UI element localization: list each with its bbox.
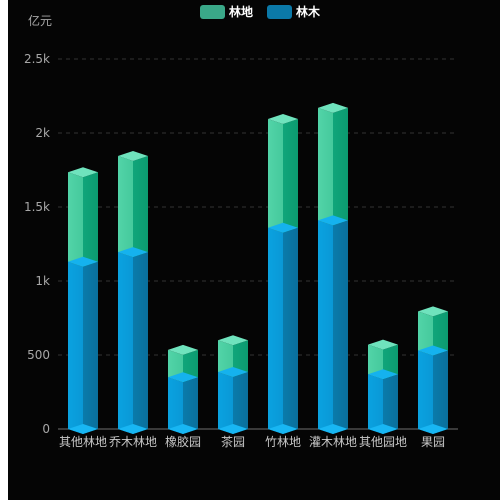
chart-plot-area: 0 500 1k 1.5k 2k 2.5k 其他林地 乔木林地 橡胶园 茶园 竹林地 灌木林地 其他园地…: [24, 52, 458, 449]
x-category-label: 灌木林地: [309, 435, 357, 449]
bar-segment-forest-land: [68, 172, 98, 267]
bar-top-cap: [168, 344, 198, 355]
bar-segment-trees: [168, 377, 198, 434]
legend-swatch-forest-land: [200, 4, 225, 19]
bar-segment-forest-land: [418, 311, 448, 356]
bar-top-cap: [318, 102, 348, 113]
bar-bottom-cap: [418, 424, 448, 434]
bar-bottom-cap: [318, 424, 348, 434]
bar-segment-forest-land: [268, 118, 298, 233]
chart-panel: 亿元 林地 林木 0 500 1k 1.5k 2k 2.5k 其他林地 乔木林地 橡胶园 茶园 竹林…: [8, 0, 500, 500]
x-category-label: 其他林地: [59, 435, 107, 449]
bar-segment-trees: [68, 261, 98, 434]
bar-junction-cap: [418, 345, 448, 356]
legend-item-forest-land[interactable]: 林地: [200, 3, 253, 20]
bar-junction-cap: [368, 369, 398, 380]
bar-junction-cap: [318, 215, 348, 226]
bar-segment-trees: [268, 227, 298, 434]
x-category-label: 其他园地: [359, 435, 407, 449]
bar-segment-trees: [218, 372, 248, 434]
bar-junction-cap: [218, 367, 248, 378]
y-tick-label: 2k: [35, 126, 50, 140]
bar-top-cap: [68, 167, 98, 178]
bar-segment-trees: [418, 350, 448, 434]
x-category-label: 橡胶园: [165, 434, 201, 449]
bar-junction-cap: [68, 256, 98, 267]
bar-segment-forest-land: [368, 344, 398, 380]
bar-segment-forest-land: [218, 340, 248, 378]
bar-junction-cap: [168, 372, 198, 383]
legend-swatch-trees: [267, 4, 293, 19]
y-axis-unit-label: 亿元: [28, 14, 53, 28]
legend: 林地 林木: [200, 3, 320, 20]
x-category-label: 乔木林地: [109, 435, 157, 449]
legend-item-trees[interactable]: 林木: [267, 3, 320, 20]
y-tick-label: 500: [27, 348, 50, 362]
y-tick-label: 1.5k: [24, 200, 50, 214]
bar-top-cap: [268, 113, 298, 124]
bar-bottom-cap: [68, 424, 98, 434]
legend-label-trees: 林木: [296, 5, 321, 19]
bar-bottom-cap: [168, 424, 198, 434]
bar-segment-trees: [318, 220, 348, 434]
bar-bottom-cap: [368, 424, 398, 434]
bar-top-cap: [368, 339, 398, 350]
bar-segment-trees: [118, 252, 148, 434]
bar-bottom-cap: [268, 424, 298, 434]
bar-segment-forest-land: [118, 155, 148, 258]
legend-label-forest-land: 林地: [229, 5, 254, 19]
x-category-label: 茶园: [221, 434, 245, 449]
y-tick-label: 0: [42, 422, 50, 436]
bar-top-cap: [118, 150, 148, 161]
bar-top-cap: [418, 306, 448, 317]
bar-junction-cap: [268, 222, 298, 233]
x-category-label: 果园: [421, 435, 445, 449]
bar-top-cap: [218, 335, 248, 346]
x-category-label: 竹林地: [265, 435, 301, 449]
bar-segment-forest-land: [168, 349, 198, 383]
bar-segment-trees: [368, 374, 398, 434]
bar-junction-cap: [118, 247, 148, 258]
bar-bottom-cap: [218, 424, 248, 434]
bar-bottom-cap: [118, 424, 148, 434]
y-tick-label: 2.5k: [24, 52, 50, 66]
y-tick-label: 1k: [35, 274, 50, 288]
bar-segment-forest-land: [318, 107, 348, 226]
